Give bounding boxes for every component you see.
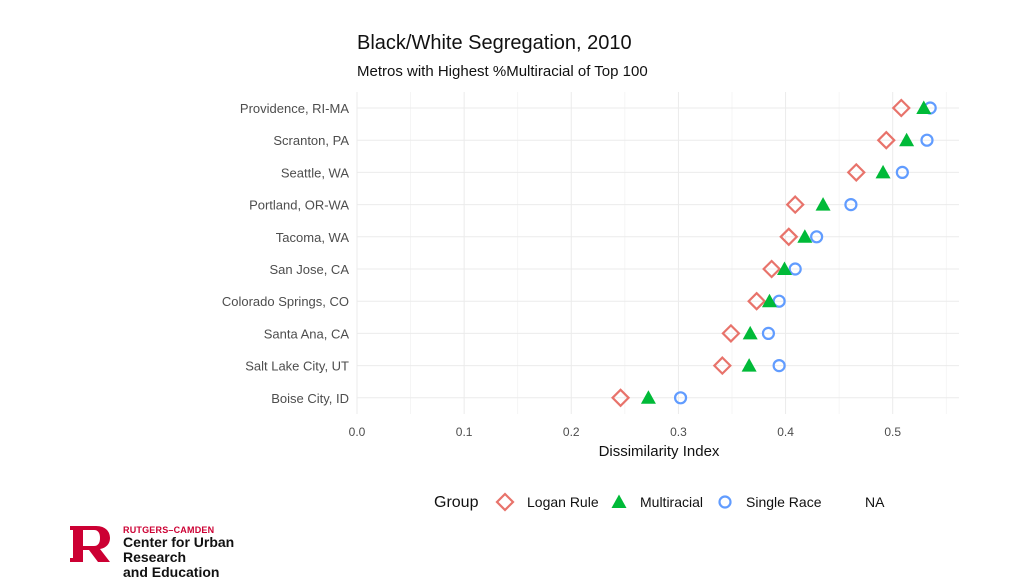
logo-line-3: and Education (123, 564, 220, 580)
point-logan-rule (611, 388, 631, 408)
point-single-race (673, 391, 688, 405)
logo-text: RUTGERS–CAMDEN Center for Urban Research… (123, 525, 288, 580)
rutgers-logo: RUTGERS–CAMDEN Center for Urban Research… (68, 524, 288, 580)
point-multiracial (742, 325, 758, 340)
data-marks (611, 98, 937, 408)
point-logan-rule (846, 162, 866, 182)
x-tick-label: 0.5 (884, 425, 901, 439)
point-logan-rule (876, 130, 896, 150)
y-tick-label: Portland, OR-WA (249, 198, 349, 213)
y-tick-label: Boise City, ID (271, 391, 349, 406)
point-multiracial (776, 261, 792, 275)
point-single-race (788, 262, 802, 276)
y-tick-label: Seattle, WA (281, 165, 349, 180)
x-tick-label: 0.1 (456, 425, 473, 439)
legend-label: Multiracial (640, 494, 703, 510)
point-logan-rule (712, 356, 732, 376)
legend-label: NA (865, 494, 885, 510)
point-single-race (761, 326, 776, 340)
point-single-race (895, 165, 909, 179)
x-tick-label: 0.0 (349, 425, 366, 439)
point-logan-rule (747, 291, 767, 311)
grid-lines (356, 92, 959, 414)
point-multiracial (916, 100, 932, 114)
legend: Group Logan Rule Multiracial Single Race NA (434, 492, 885, 512)
point-single-race (920, 133, 934, 147)
point-multiracial (815, 197, 831, 211)
chart-title: Black/White Segregation, 2010 (357, 32, 632, 54)
point-single-race (810, 230, 824, 244)
point-multiracial (640, 390, 656, 404)
y-tick-label: Tacoma, WA (276, 230, 350, 245)
x-tick-label: 0.2 (563, 425, 580, 439)
point-multiracial (761, 293, 777, 308)
x-tick-label: 0.3 (670, 425, 687, 439)
rutgers-r-icon (70, 526, 110, 562)
point-logan-rule (762, 259, 782, 279)
point-single-race (772, 359, 786, 373)
point-multiracial (875, 164, 891, 179)
legend-label: Single Race (746, 494, 822, 510)
x-tick-label: 0.4 (777, 425, 794, 439)
y-tick-label: Salt Lake City, UT (245, 359, 349, 374)
y-tick-label: San Jose, CA (270, 262, 350, 277)
point-logan-rule (785, 195, 805, 215)
point-multiracial (741, 358, 757, 372)
point-logan-rule (721, 323, 741, 343)
point-single-race (844, 198, 858, 212)
legend-label: Logan Rule (527, 494, 599, 510)
chart-subtitle: Metros with Highest %Multiracial of Top … (357, 63, 648, 80)
point-multiracial (797, 229, 813, 243)
y-tick-label: Scranton, PA (273, 133, 349, 148)
legend-key (495, 492, 515, 512)
point-logan-rule (779, 227, 799, 247)
y-tick-label: Colorado Springs, CO (222, 294, 349, 309)
x-axis-label: Dissimilarity Index (599, 443, 720, 460)
logo-line-2: Center for Urban Research (123, 534, 235, 565)
legend-key (611, 494, 627, 508)
point-multiracial (899, 132, 915, 147)
legend-key (718, 495, 732, 509)
logo-line-1: RUTGERS–CAMDEN (123, 525, 215, 535)
y-axis-ticks: Providence, RI-MA Scranton, PA Seattle, WA… (222, 101, 350, 406)
point-logan-rule (891, 98, 911, 118)
y-tick-label: Santa Ana, CA (264, 326, 350, 341)
y-tick-label: Providence, RI-MA (240, 101, 349, 116)
x-axis-ticks: 0.0 0.1 0.2 0.3 0.4 0.5 (349, 425, 902, 439)
legend-title: Group (434, 494, 479, 511)
